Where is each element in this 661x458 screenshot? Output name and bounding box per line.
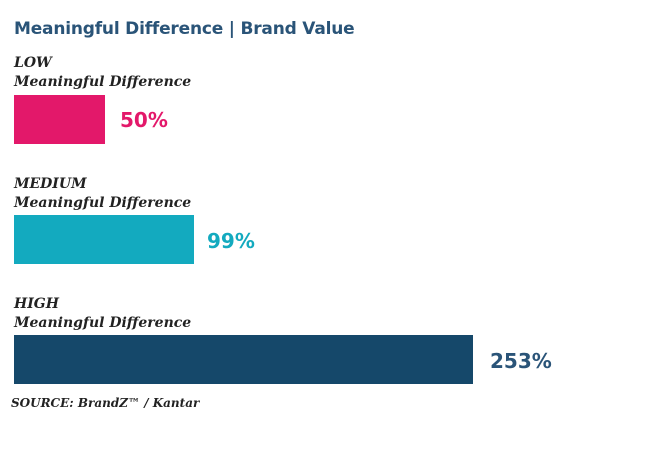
value-label-medium: 99%: [207, 229, 255, 253]
category-label-high: HIGH Meaningful Difference: [14, 295, 191, 333]
bar-low: [14, 95, 105, 144]
source-note: SOURCE: BrandZ™ / Kantar: [11, 396, 200, 410]
category-level: HIGH: [14, 296, 59, 312]
value-label-high: 253%: [490, 349, 552, 373]
category-label-low: LOW Meaningful Difference: [14, 54, 191, 92]
category-level: LOW: [14, 55, 52, 71]
category-sub: Meaningful Difference: [14, 74, 192, 90]
category-level: MEDIUM: [14, 176, 87, 192]
bar-medium: [14, 215, 194, 264]
bar-high: [14, 335, 473, 384]
value-label-low: 50%: [120, 108, 168, 132]
category-label-medium: MEDIUM Meaningful Difference: [14, 175, 191, 213]
category-sub: Meaningful Difference: [14, 315, 192, 331]
category-sub: Meaningful Difference: [14, 195, 192, 211]
chart-title: Meaningful Difference | Brand Value: [14, 19, 355, 39]
